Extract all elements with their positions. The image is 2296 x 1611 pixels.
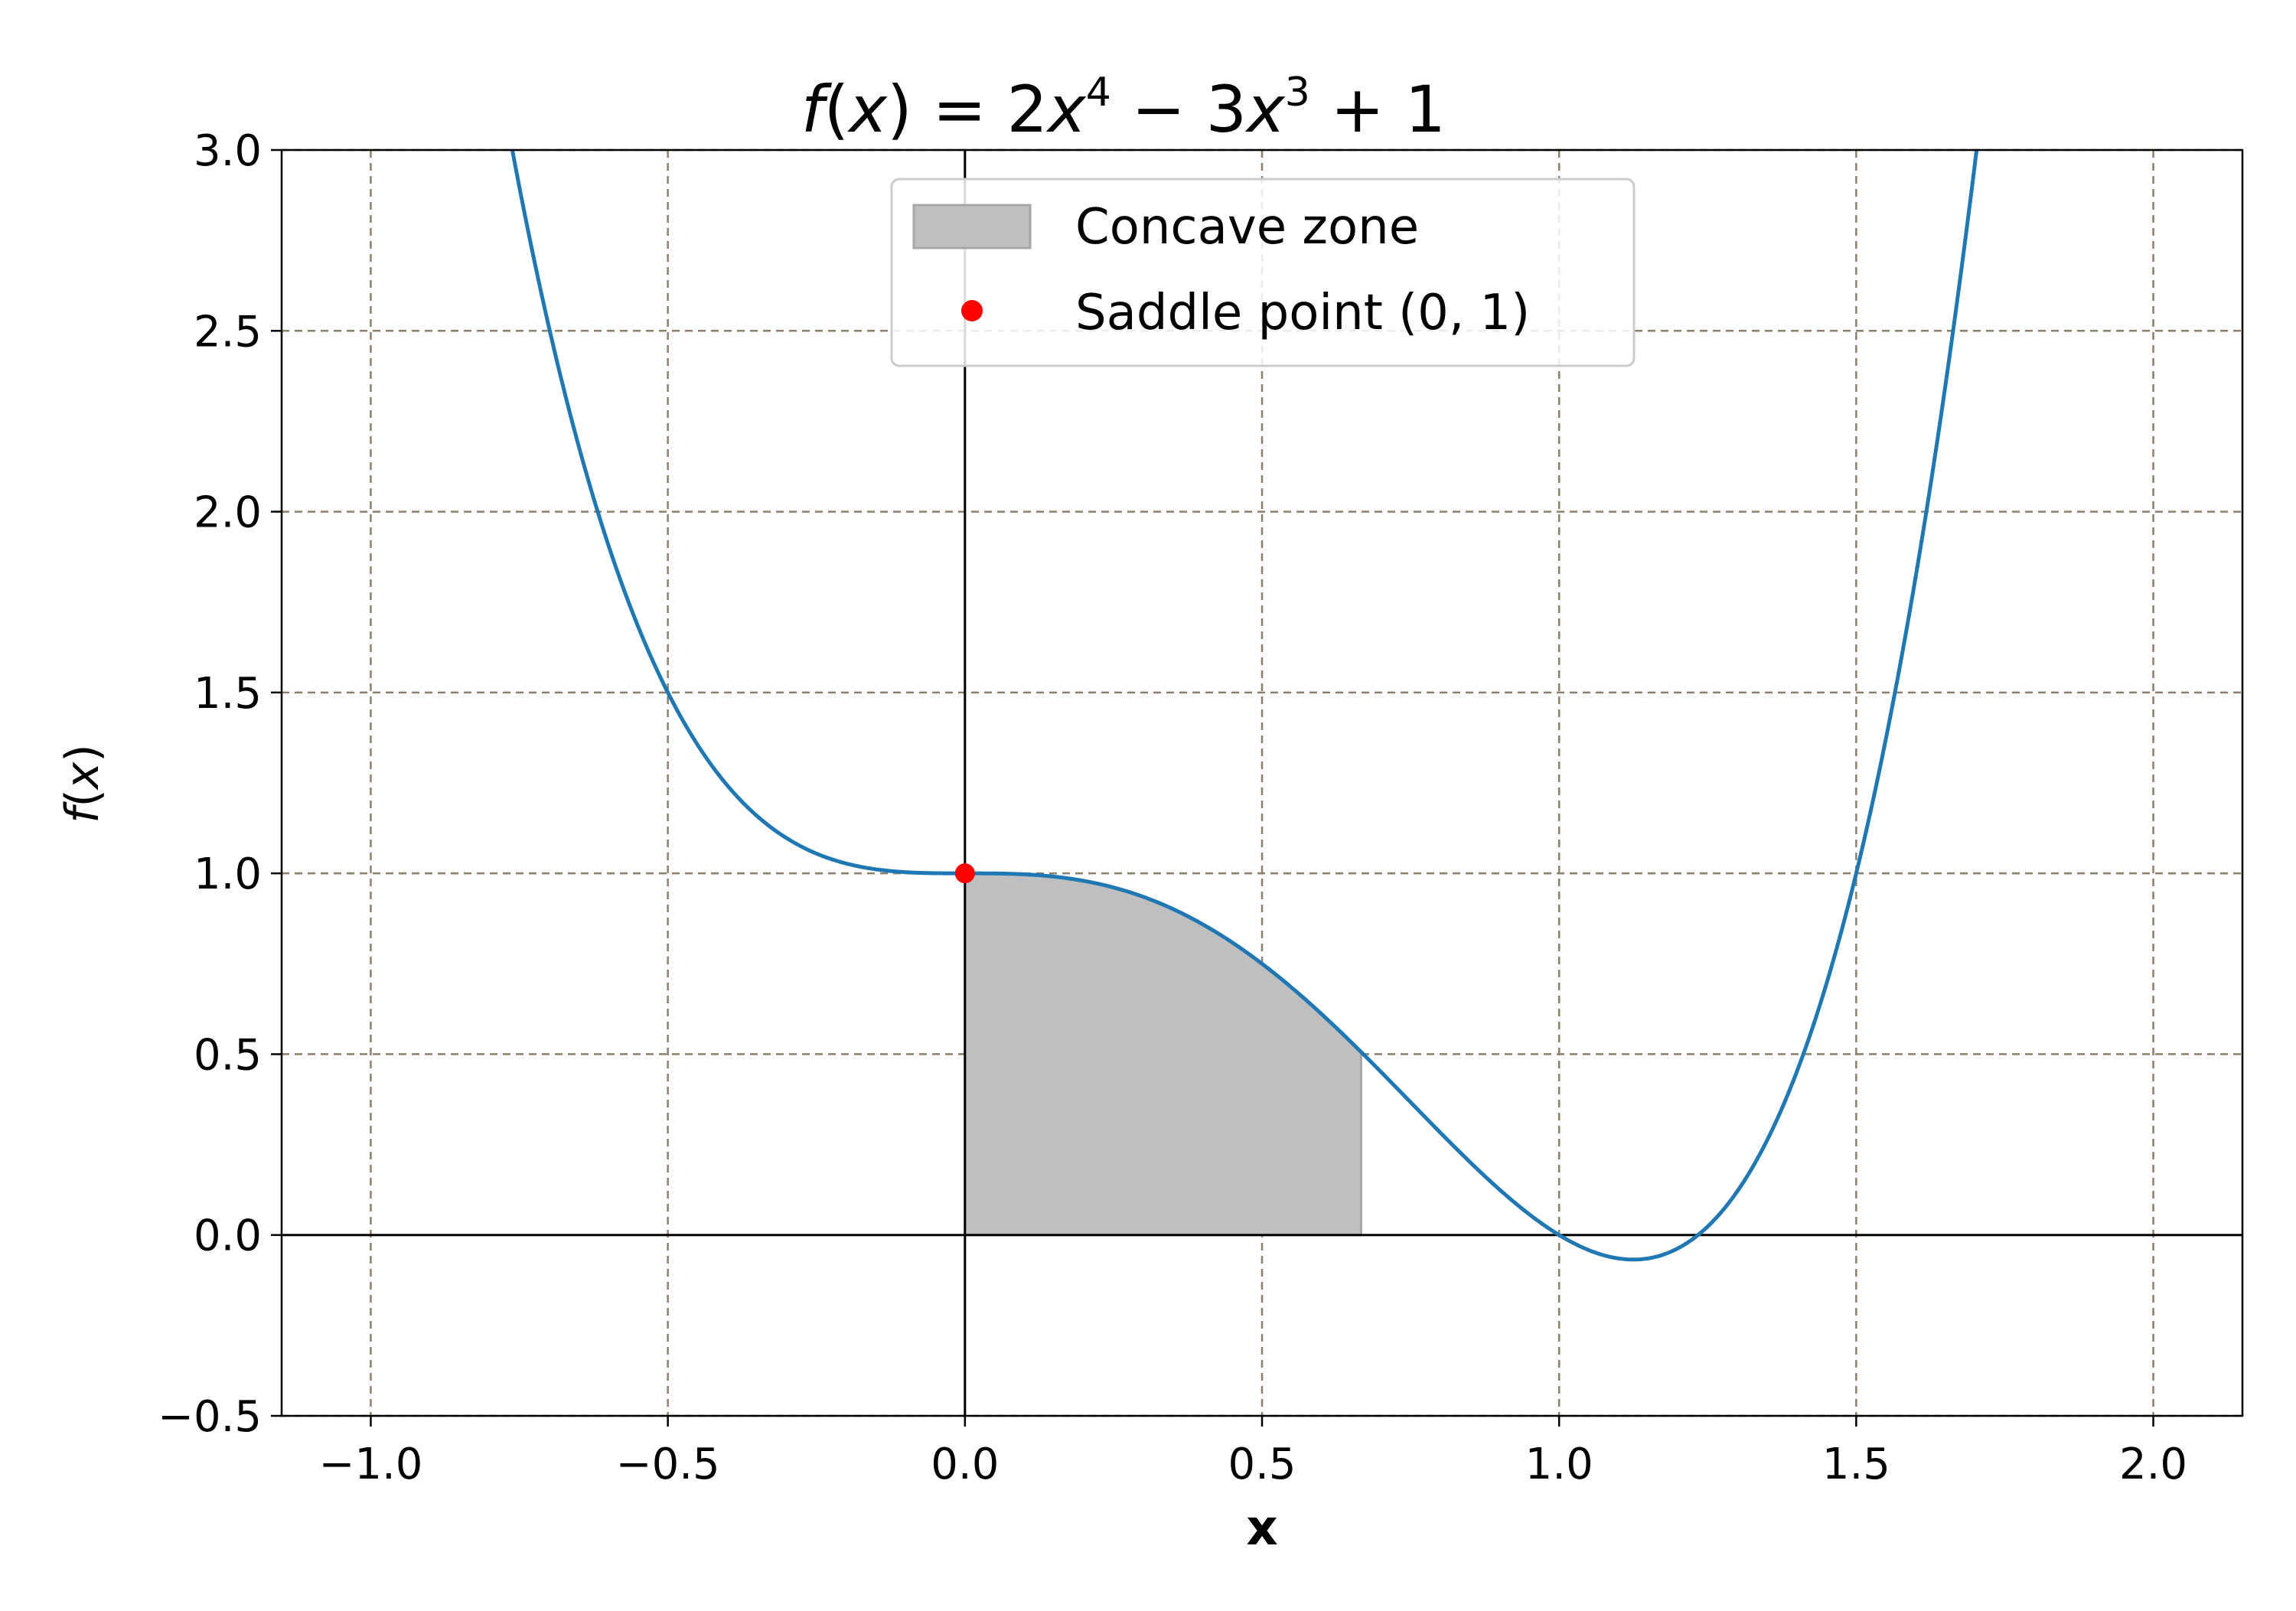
curve-layer bbox=[510, 150, 1979, 1262]
x-tick-label-2: 0.0 bbox=[931, 1440, 999, 1489]
x-axis-label: x bbox=[1246, 1500, 1277, 1557]
x-tick-label-3: 0.5 bbox=[1228, 1440, 1296, 1489]
legend-marker-saddle-point bbox=[961, 300, 983, 321]
y-tick-label-6: 2.5 bbox=[194, 307, 262, 357]
x-tick-label-6: 2.0 bbox=[2119, 1440, 2187, 1489]
legend-swatch-concave-zone bbox=[912, 204, 1032, 249]
title-minus-3: − 3 bbox=[1111, 72, 1247, 147]
x-tick-label-0: −1.0 bbox=[318, 1440, 422, 1489]
title-x: x bbox=[846, 72, 888, 147]
y-axis-label: f(x) bbox=[56, 744, 109, 823]
y-ticks: −0.5 0.0 0.5 1.0 1.5 2.0 2.5 3.0 bbox=[158, 126, 282, 1442]
y-tick-label-4: 1.5 bbox=[194, 669, 262, 719]
ylabel-x: x bbox=[56, 761, 109, 791]
curve-line-f-of-x bbox=[510, 150, 1979, 1262]
legend-box bbox=[890, 178, 1636, 367]
title-x-power3: x bbox=[1244, 72, 1286, 147]
x-ticks: −1.0 −0.5 0.0 0.5 1.0 1.5 2.0 bbox=[318, 1416, 2187, 1489]
title-open-paren: ( bbox=[823, 72, 849, 147]
y-tick-label-3: 1.0 bbox=[194, 850, 262, 899]
title-x-power4: x bbox=[1045, 72, 1087, 147]
legend-label-saddle-point: Saddle point (0, 1) bbox=[1075, 285, 1530, 341]
ylabel-open: ( bbox=[56, 789, 109, 807]
ylabel-close: ) bbox=[56, 744, 109, 761]
y-tick-label-7: 3.0 bbox=[194, 126, 262, 176]
x-tick-label-5: 1.5 bbox=[1822, 1440, 1890, 1489]
concave-zone-area bbox=[964, 872, 1362, 1237]
saddle-point-layer bbox=[954, 863, 975, 884]
x-tick-label-4: 1.0 bbox=[1525, 1440, 1593, 1489]
x-tick-label-1: −0.5 bbox=[616, 1440, 720, 1489]
y-tick-label-5: 2.0 bbox=[194, 488, 262, 538]
y-tick-label-2: 0.5 bbox=[194, 1030, 262, 1080]
title-exponent-4: 4 bbox=[1086, 70, 1111, 116]
y-tick-label-0: −0.5 bbox=[158, 1392, 262, 1442]
legend: Concave zone Saddle point (0, 1) bbox=[890, 178, 1636, 367]
saddle-point-marker bbox=[954, 863, 975, 884]
concave-zone-layer bbox=[964, 872, 1362, 1237]
chart-title: f(x) = 2x4 − 3x3 + 1 bbox=[801, 70, 1446, 147]
title-exponent-3: 3 bbox=[1285, 70, 1310, 116]
y-tick-label-1: 0.0 bbox=[194, 1212, 262, 1261]
title-eq: ) = 2 bbox=[887, 72, 1048, 147]
legend-label-concave-zone: Concave zone bbox=[1075, 199, 1419, 256]
title-plus-1: + 1 bbox=[1310, 72, 1446, 147]
